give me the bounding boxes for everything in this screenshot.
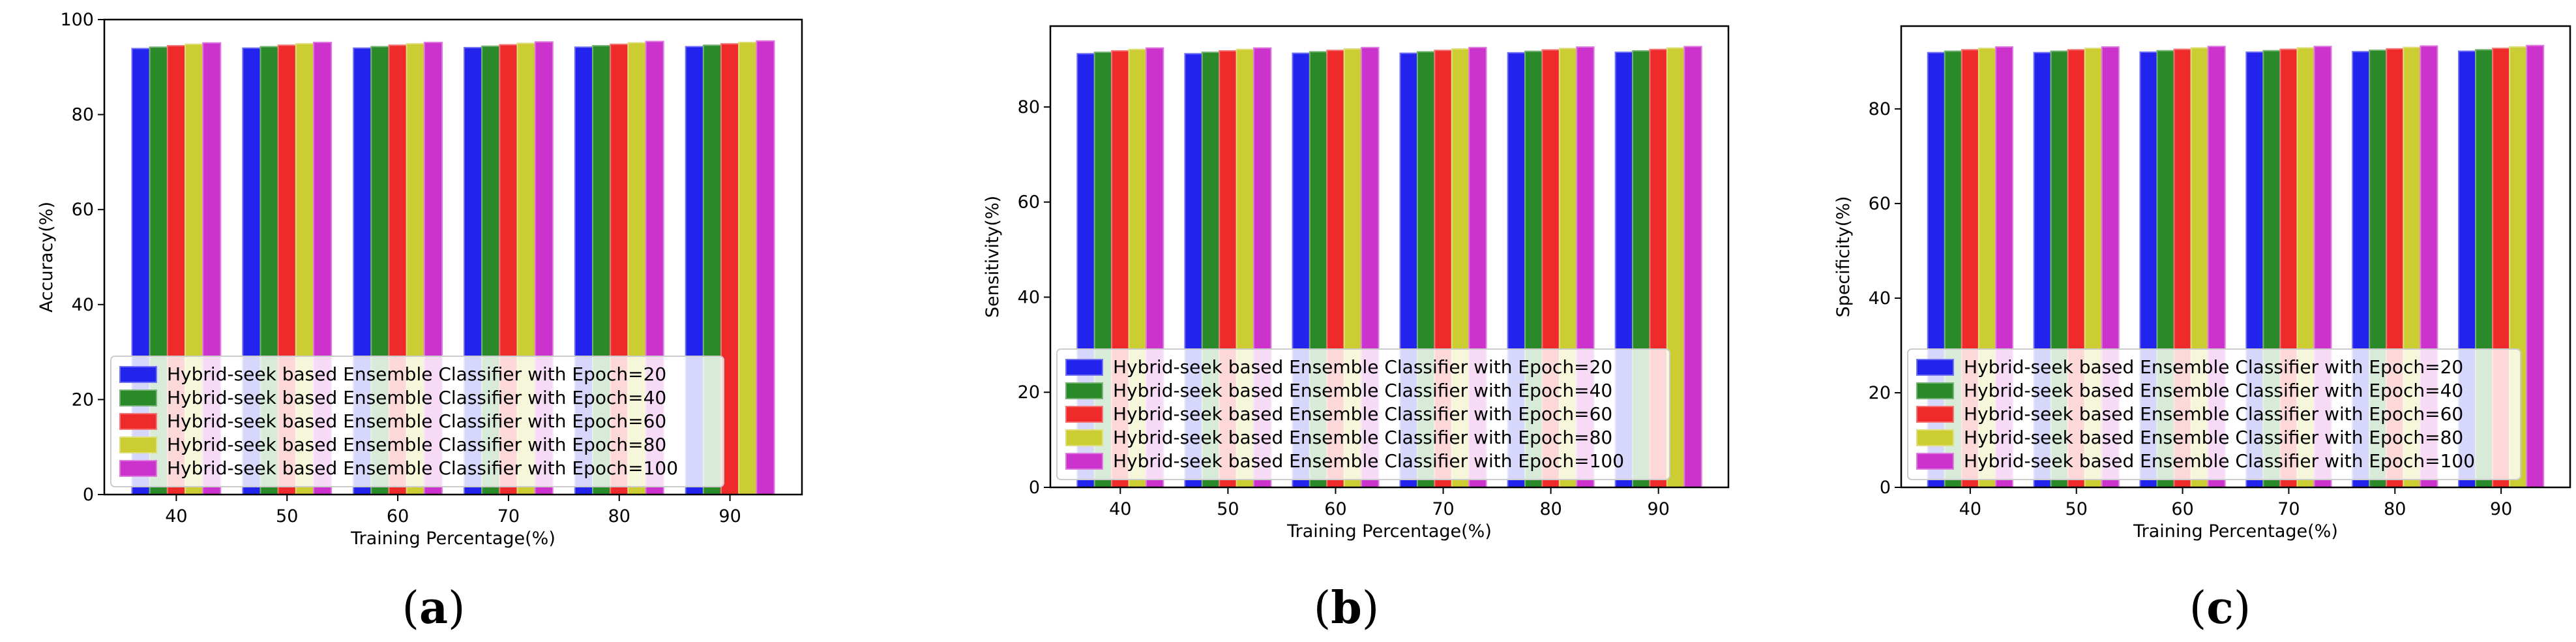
y-tick-label: 0 [83,485,94,505]
x-tick-label: 60 [1324,499,1346,519]
x-tick-label: 40 [165,506,187,527]
legend-swatch [119,460,157,477]
legend-label: Hybrid-seek based Ensemble Classifier wi… [1113,380,1612,401]
legend-label: Hybrid-seek based Ensemble Classifier wi… [1964,380,2463,401]
y-tick-label: 20 [72,390,94,410]
y-tick-label: 80 [1869,99,1891,119]
chart-panel-2: 0 20 40 60 80 40 50 60 70 80 90 Training Percentage… [983,25,1730,634]
y-tick-label: 40 [72,295,94,315]
y-tick-label: 20 [1869,383,1891,403]
legend-swatch [1065,382,1103,399]
x-axis-title: Training Percentage(%) [2133,521,2338,542]
y-tick-label: 20 [1018,382,1040,403]
x-tick-label: 80 [608,506,630,527]
x-tick-label: 70 [497,506,520,527]
legend-swatch [1916,429,1954,446]
legend-label: Hybrid-seek based Ensemble Classifier wi… [167,410,666,432]
panel-label: (b) [1314,582,1380,634]
legend-swatch [119,390,157,406]
bar [1683,46,1702,488]
y-tick-label: 40 [1869,288,1891,309]
legend: Hybrid-seek based Ensemble Classifier wi… [1907,348,2521,480]
chart-panel-1: 0 20 40 60 80 100 40 50 60 70 80 90 Training Percent… [37,10,803,634]
legend-box [1907,348,2521,480]
legend-box [110,356,724,487]
y-tick-label: 60 [72,200,94,220]
x-tick-label: 90 [1648,499,1670,519]
legend-label: Hybrid-seek based Ensemble Classifier wi… [167,387,666,408]
legend-label: Hybrid-seek based Ensemble Classifier wi… [1113,403,1612,425]
x-tick-label: 50 [276,506,298,527]
y-tick-label: 60 [1018,192,1040,213]
legend-swatch [1065,429,1103,446]
x-tick-label: 50 [2065,499,2088,519]
legend-swatch [1065,359,1103,376]
y-tick-label: 100 [60,10,94,30]
plot-frame [103,18,803,496]
y-tick-label: 40 [1018,287,1040,307]
legend-box [1056,348,1670,480]
legend-swatch [1916,453,1954,470]
x-tick-label: 60 [387,506,409,527]
x-tick-label: 50 [1217,499,1239,519]
x-tick-label: 70 [1432,499,1454,519]
legend-label: Hybrid-seek based Ensemble Classifier wi… [1113,356,1612,378]
panel-label: (a) [402,582,465,634]
legend-label: Hybrid-seek based Ensemble Classifier wi… [167,457,678,479]
x-tick-label: 90 [2490,499,2512,519]
legend-label: Hybrid-seek based Ensemble Classifier wi… [1964,427,2463,448]
x-axis-title: Training Percentage(%) [350,528,555,549]
x-axis-title: Training Percentage(%) [1286,521,1492,542]
y-axis-title: Accuracy(%) [37,202,57,313]
panel-label: (c) [2189,582,2251,634]
x-tick-label: 60 [2171,499,2193,519]
bar [756,40,775,495]
x-tick-label: 90 [718,506,741,527]
legend-label: Hybrid-seek based Ensemble Classifier wi… [167,363,666,385]
legend-swatch [1065,453,1103,470]
legend-label: Hybrid-seek based Ensemble Classifier wi… [1964,356,2463,378]
x-tick-label: 40 [1959,499,1981,519]
legend-swatch [119,436,157,453]
y-tick-label: 80 [1018,97,1040,117]
legend-label: Hybrid-seek based Ensemble Classifier wi… [1113,427,1612,448]
x-tick-label: 80 [1539,499,1562,519]
y-tick-label: 0 [1880,478,1891,498]
y-tick-label: 80 [72,105,94,125]
y-axis-title: Sensitivity(%) [983,196,1003,318]
legend-swatch [1916,359,1954,376]
legend: Hybrid-seek based Ensemble Classifier wi… [1056,348,1670,480]
y-tick-label: 60 [1869,194,1891,214]
chart-panel-3: 0 20 40 60 80 40 50 60 70 80 90 Training Percentage… [1833,25,2571,634]
x-tick-label: 70 [2277,499,2300,519]
legend: Hybrid-seek based Ensemble Classifier wi… [110,356,724,487]
plot-frame [1049,25,1730,489]
legend-label: Hybrid-seek based Ensemble Classifier wi… [167,434,666,455]
y-tick-label: 0 [1029,478,1040,498]
y-axis-title: Specificity(%) [1833,196,1854,318]
legend-swatch [1916,406,1954,423]
legend-swatch [1065,406,1103,423]
bar [2526,44,2545,488]
bar [738,41,758,496]
legend-label: Hybrid-seek based Ensemble Classifier wi… [1113,450,1624,472]
plot-frame [1900,25,2571,489]
legend-swatch [119,413,157,430]
legend-swatch [119,366,157,383]
legend-swatch [1916,382,1954,399]
legend-label: Hybrid-seek based Ensemble Classifier wi… [1964,403,2463,425]
legend-label: Hybrid-seek based Ensemble Classifier wi… [1964,450,2475,472]
x-tick-label: 80 [2384,499,2406,519]
x-tick-label: 40 [1109,499,1131,519]
